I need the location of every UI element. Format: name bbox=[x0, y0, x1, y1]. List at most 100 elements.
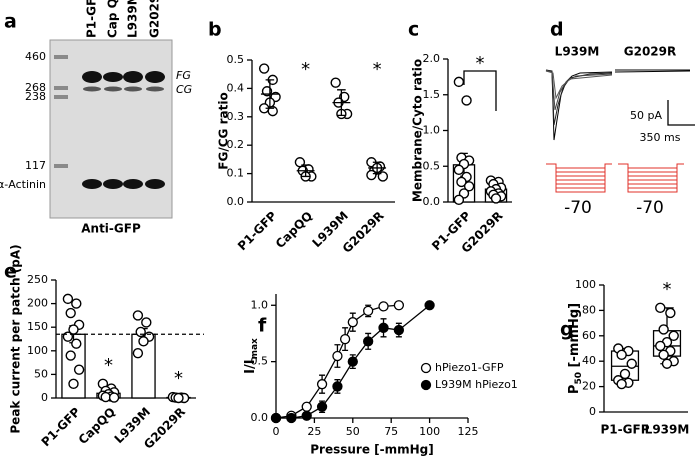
series-line bbox=[276, 304, 431, 419]
loading-label: α-Actinin bbox=[0, 178, 46, 191]
data-point bbox=[286, 412, 297, 424]
blot-image bbox=[49, 39, 173, 219]
y-tick-label: 80 bbox=[582, 303, 596, 316]
trace-title: L939M bbox=[555, 45, 600, 59]
y-tick-label: 1.5 bbox=[423, 88, 441, 101]
data-point bbox=[132, 310, 144, 321]
error-bar bbox=[265, 79, 275, 109]
lane-label: P1-GFP bbox=[85, 0, 99, 38]
ladder-label: 117 bbox=[25, 159, 46, 172]
data-point bbox=[135, 326, 146, 338]
series-line bbox=[275, 304, 399, 419]
band bbox=[124, 86, 142, 92]
current-trace bbox=[614, 69, 691, 73]
voltage-steps bbox=[546, 163, 612, 193]
x-tick-label: L939M bbox=[645, 423, 690, 437]
x-tick-label: 125 bbox=[458, 425, 479, 438]
y-axis-label-part: max bbox=[250, 338, 260, 359]
y-tick-label: 50 bbox=[34, 367, 48, 380]
y-tick-label: 2.0 bbox=[423, 52, 441, 65]
trace-title: G2029R bbox=[624, 45, 677, 59]
legend-marker bbox=[420, 379, 432, 391]
data-point bbox=[665, 307, 676, 319]
data-point bbox=[68, 378, 79, 390]
blot-footer: Anti-GFP bbox=[81, 222, 141, 236]
data-point bbox=[108, 392, 120, 403]
x-axis-label: Pressure [-mmHg] bbox=[310, 443, 434, 457]
x-tick-label: 75 bbox=[384, 425, 398, 438]
band bbox=[145, 71, 165, 83]
y-tick-label: 0.1 bbox=[227, 167, 245, 180]
scale-bar bbox=[667, 100, 695, 126]
data-point bbox=[73, 364, 85, 375]
data-point bbox=[332, 381, 343, 392]
y-axis-label: Membrane/Cyto ratio bbox=[411, 59, 425, 202]
band bbox=[146, 86, 164, 92]
y-tick-label: 0.0 bbox=[251, 411, 269, 424]
x-tick-label: CapQQ bbox=[76, 405, 118, 447]
y-tick-label: 100 bbox=[27, 344, 48, 357]
data-point bbox=[658, 349, 669, 361]
significance-marker: * bbox=[104, 355, 113, 376]
data-point bbox=[65, 350, 76, 361]
x-tick-label: P1-GFP bbox=[601, 423, 650, 437]
y-tick-label: 1.0 bbox=[251, 298, 269, 311]
band-label: FG bbox=[176, 69, 191, 82]
data-point bbox=[339, 333, 351, 345]
lane-label: Cap QQ bbox=[106, 0, 120, 38]
y-tick-label: 0.5 bbox=[251, 355, 269, 368]
voltage-label: -70 bbox=[636, 198, 664, 218]
data-point bbox=[456, 176, 467, 188]
y-axis-label-part: P bbox=[567, 385, 582, 395]
data-point bbox=[424, 300, 435, 311]
band bbox=[103, 179, 123, 189]
y-tick-label: 1.0 bbox=[423, 124, 441, 137]
ladder-band bbox=[54, 95, 68, 99]
data-point bbox=[655, 340, 666, 352]
x-tick-label: 50 bbox=[346, 425, 360, 438]
data-point bbox=[141, 317, 152, 328]
data-point bbox=[330, 77, 341, 88]
y-axis-label-part: 50 bbox=[574, 372, 584, 385]
legend-label: hPiezo1-GFP bbox=[435, 361, 504, 374]
band bbox=[123, 71, 143, 83]
data-point bbox=[393, 324, 405, 336]
significance-marker: * bbox=[174, 368, 183, 389]
data-point bbox=[347, 356, 358, 367]
lane-label: L939M bbox=[126, 0, 140, 38]
current-trace bbox=[545, 70, 613, 100]
data-point bbox=[258, 63, 270, 74]
panel-label: d bbox=[550, 19, 564, 41]
panel-label: c bbox=[408, 19, 419, 41]
y-tick-label: 0 bbox=[589, 405, 596, 418]
panel-label: b bbox=[208, 19, 222, 41]
data-point bbox=[626, 358, 637, 369]
y-tick-label: 0.0 bbox=[423, 195, 441, 208]
band bbox=[103, 72, 123, 82]
y-axis-label-part: I/I bbox=[243, 359, 258, 373]
band bbox=[104, 86, 122, 92]
y-tick-label: 0.2 bbox=[227, 138, 245, 151]
ladder-label: 268 bbox=[25, 81, 46, 94]
scale-label: 350 ms bbox=[640, 131, 681, 144]
y-axis-label: I/Imax bbox=[243, 338, 260, 374]
error-bar bbox=[372, 161, 382, 175]
y-tick-label: 0.0 bbox=[227, 195, 245, 208]
data-point bbox=[316, 379, 328, 390]
error-bar bbox=[337, 89, 346, 117]
data-point bbox=[453, 194, 465, 206]
data-point bbox=[173, 392, 184, 404]
legend-marker bbox=[420, 362, 432, 374]
data-point bbox=[363, 336, 374, 347]
data-point bbox=[301, 401, 312, 412]
ladder-label: 460 bbox=[25, 50, 46, 63]
y-tick-label: 0.4 bbox=[227, 81, 245, 94]
data-point bbox=[366, 169, 377, 181]
data-point bbox=[616, 349, 627, 361]
y-axis-label: FG/CG ratio bbox=[217, 92, 231, 169]
data-point bbox=[661, 358, 673, 369]
x-tick-label: 100 bbox=[419, 425, 440, 438]
data-point bbox=[100, 391, 111, 403]
data-point bbox=[347, 317, 358, 328]
legend-label: L939M hPiezo1 bbox=[435, 378, 518, 391]
